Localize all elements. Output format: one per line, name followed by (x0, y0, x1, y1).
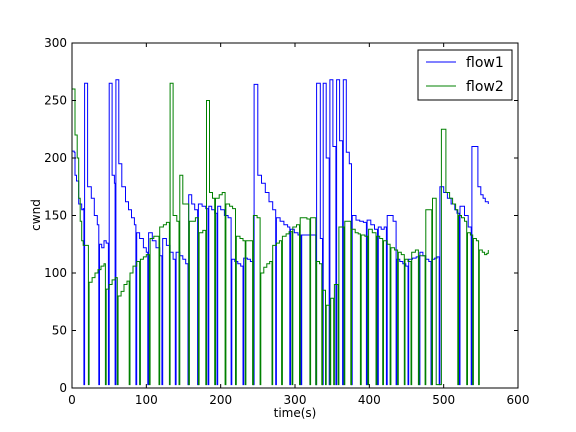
legend-label-flow2: flow2 (466, 79, 504, 95)
y-tick-label: 50 (52, 324, 67, 338)
y-tick-label: 150 (44, 209, 67, 223)
y-tick-label: 250 (44, 94, 67, 108)
ticks-layer: 0 100 200 300 400 500 600 0 50 100 150 200 250 300 (44, 36, 529, 407)
legend-label-flow1: flow1 (466, 55, 504, 71)
x-tick-label: 300 (284, 393, 307, 407)
series-line-flow1 (72, 79, 489, 386)
y-axis-label: cwnd (29, 199, 43, 231)
x-tick-label: 100 (135, 393, 158, 407)
x-tick-label: 400 (358, 393, 381, 407)
x-tick-label: 200 (209, 393, 232, 407)
x-tick-label: 0 (68, 393, 76, 407)
series-line-flow2 (72, 82, 489, 386)
series-layer (72, 79, 489, 386)
legend-box (417, 49, 513, 101)
y-tick-label: 0 (59, 381, 67, 395)
x-tick-label: 600 (507, 393, 530, 407)
y-tick-label: 100 (44, 266, 67, 280)
x-tick-label: 500 (432, 393, 455, 407)
x-axis-label: time(s) (274, 406, 317, 420)
legend: flow1 flow2 (417, 49, 513, 101)
y-tick-label: 200 (44, 151, 67, 165)
y-tick-label: 300 (44, 36, 67, 50)
